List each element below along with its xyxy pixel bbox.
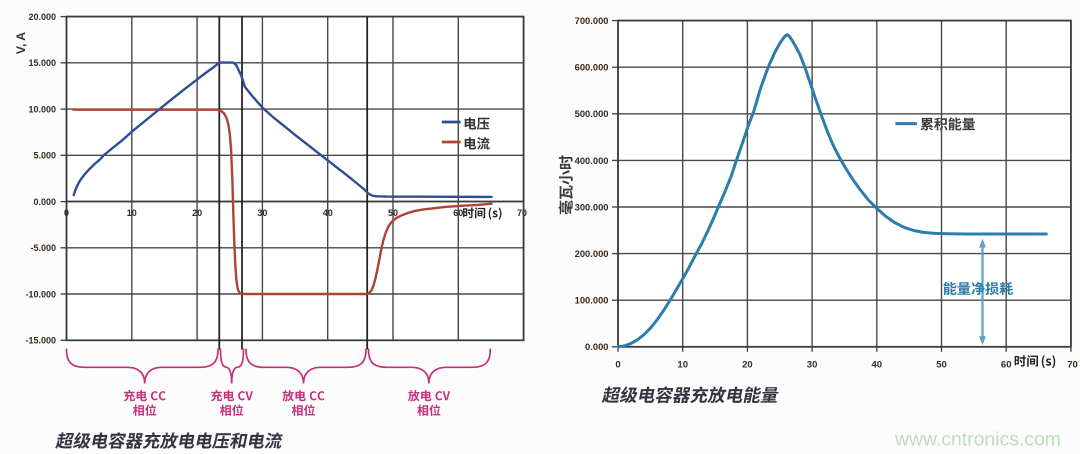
svg-text:20: 20	[192, 208, 202, 218]
svg-text:10.000: 10.000	[28, 105, 56, 115]
svg-text:300.000: 300.000	[575, 201, 609, 212]
svg-text:15.000: 15.000	[28, 58, 56, 68]
svg-text:5.000: 5.000	[33, 151, 56, 161]
svg-text:0.000: 0.000	[585, 341, 608, 352]
svg-text:10: 10	[127, 208, 137, 218]
svg-text:20.000: 20.000	[28, 12, 56, 22]
svg-text:30: 30	[257, 208, 267, 218]
svg-text:400.000: 400.000	[575, 155, 609, 166]
svg-text:10: 10	[677, 360, 688, 371]
svg-text:www.cntronics.com: www.cntronics.com	[894, 429, 1061, 451]
svg-text:60: 60	[453, 208, 463, 218]
svg-text:0: 0	[615, 360, 620, 371]
svg-text:0.000: 0.000	[33, 197, 56, 207]
svg-text:V, A: V, A	[14, 32, 28, 54]
svg-text:200.000: 200.000	[575, 248, 609, 259]
svg-text:-10.000: -10.000	[25, 289, 56, 299]
svg-text:-5.000: -5.000	[30, 243, 56, 253]
svg-text:100.000: 100.000	[575, 295, 609, 306]
svg-text:700.000: 700.000	[575, 15, 609, 26]
svg-text:40: 40	[323, 208, 333, 218]
svg-text:70: 70	[1067, 360, 1078, 371]
svg-text:0: 0	[64, 208, 69, 218]
svg-text:50: 50	[388, 208, 398, 218]
svg-text:600.000: 600.000	[575, 62, 609, 73]
svg-text:-15.000: -15.000	[25, 336, 56, 346]
svg-text:40: 40	[872, 360, 883, 371]
svg-text:60: 60	[1001, 360, 1012, 371]
svg-text:30: 30	[807, 360, 818, 371]
svg-text:70: 70	[517, 208, 527, 218]
svg-text:500.000: 500.000	[575, 108, 609, 119]
svg-text:50: 50	[936, 360, 947, 371]
svg-text:20: 20	[742, 360, 753, 371]
